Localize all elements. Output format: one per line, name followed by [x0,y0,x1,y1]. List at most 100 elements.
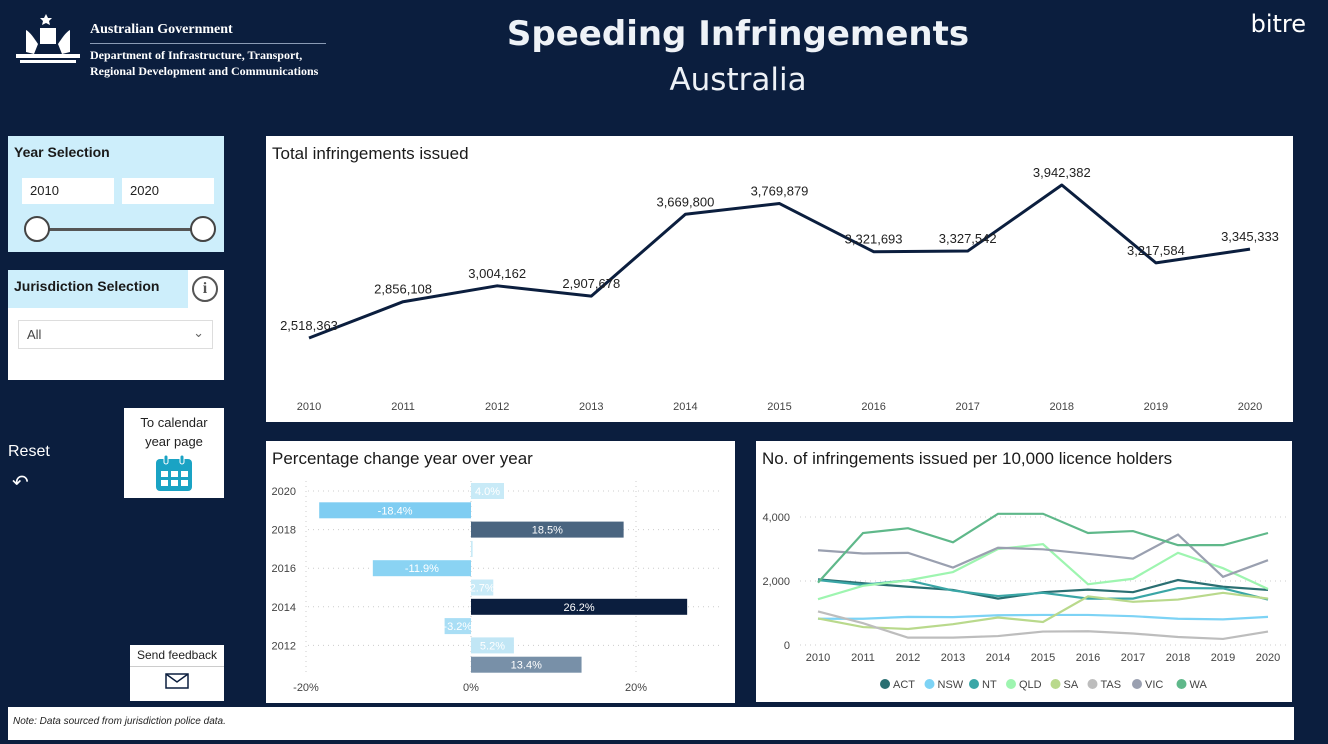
legend-label: NT [982,679,997,691]
x-tick-label: 2010 [806,652,830,664]
x-tick-label: 2012 [896,652,920,664]
mail-icon [165,673,189,689]
reset-button[interactable]: Reset [8,443,50,460]
divider [90,43,326,44]
calendar-icon [156,454,192,491]
gov-name: Australian Government [90,22,233,37]
y-tick-label: 2014 [272,602,296,614]
percentage-change-chart: Percentage change year over year -20% 0% 2… [266,441,735,703]
dept-line-2: Regional Development and Communications [90,64,319,78]
info-icon[interactable]: i [192,276,218,302]
calendar-year-page-button[interactable]: To calendar year page [124,408,224,498]
data-label: 3,942,382 [1033,165,1091,180]
total-infringements-chart: Total infringements issued 2,518,363 2010… [266,136,1293,422]
x-tick-label: 2017 [1121,652,1145,664]
bar-label: 26.2% [563,602,594,614]
x-tick-label: 2017 [955,401,979,413]
y-tick-label: 2020 [272,486,296,498]
x-tick-label: 2019 [1211,652,1235,664]
calendar-button-label: To calendar year page [140,415,208,449]
per-licence-holder-chart: No. of infringements issued per 10,000 l… [756,441,1292,702]
bar [471,656,582,673]
jurisdiction-slicer: Jurisdiction Selection i All ⌄ [8,270,224,380]
series-line-wa [817,512,1269,584]
data-label: 3,345,333 [1221,229,1279,244]
chart-title: Total infringements issued [272,144,469,163]
series-line-sa [817,591,1269,631]
legend-marker [1087,679,1098,689]
legend-marker [1050,679,1061,689]
legend-marker [1132,679,1142,689]
department-name: Department of Infrastructure, Transport,… [90,47,318,79]
year-slider-start-handle[interactable] [24,216,50,242]
data-label: 2,856,108 [374,282,432,297]
bar [471,483,504,499]
bar-label: 13.4% [511,660,542,672]
series-line-qld [817,543,1269,601]
y-tick-label: 2012 [272,640,296,652]
year-to-input[interactable]: 2020 [122,178,214,204]
bitre-logo: bitre [1250,10,1306,38]
series-line-vic [817,533,1269,579]
legend-label: ACT [893,679,915,691]
year-selection-label: Year Selection [14,144,110,160]
y-tick-label: 2018 [272,525,296,537]
bar-label: 4.0% [475,486,500,498]
data-label: 2,907,678 [562,276,620,291]
chart-title: No. of infringements issued per 10,000 l… [762,449,1173,468]
data-label: 2,518,363 [280,318,338,333]
bar [471,540,473,557]
year-from-input[interactable]: 2010 [22,178,114,204]
year-selection-slicer: Year Selection 2010 2020 [8,136,224,252]
jurisdiction-value: All [27,327,42,342]
bar-label: -11.9% [405,563,439,575]
x-tick-label: 2016 [1076,652,1100,664]
bar [471,598,688,615]
series-line-tas [817,610,1269,641]
x-tick-label: 2011 [391,401,415,413]
y-tick-label: 4,000 [762,512,790,524]
year-slider-end-handle[interactable] [190,216,216,242]
jurisdiction-header: Jurisdiction Selection [8,270,188,308]
legend-label: QLD [1019,679,1042,691]
x-tick-label: 2013 [579,401,603,413]
page-subtitle: Australia [669,62,807,98]
bar [471,579,494,596]
legend-label: NSW [938,679,964,691]
year-slider-track[interactable] [38,228,202,231]
bar [372,560,471,577]
y-tick-label: 2016 [272,563,296,575]
series-line-nsw [818,613,1269,621]
chevron-down-icon: ⌄ [193,325,204,340]
x-tick-label: 2014 [986,652,1010,664]
bar-label: 2.7% [470,583,495,595]
data-label: 3,321,693 [845,232,903,247]
data-label: 3,769,879 [751,184,809,199]
x-tick-label: 2014 [673,401,697,413]
bar-label: -18.4% [378,505,413,517]
chart-title: Percentage change year over year [272,449,533,468]
undo-icon[interactable]: ↶ [12,470,29,494]
legend-marker [924,679,935,689]
send-feedback-button[interactable]: Send feedback [130,645,224,701]
legend-label: TAS [1101,679,1122,691]
dept-line-1: Department of Infrastructure, Transport, [90,48,303,62]
x-tick-label: 2018 [1166,652,1190,664]
jurisdiction-label: Jurisdiction Selection [14,278,160,294]
x-tick-label: -20% [293,682,319,694]
bar [471,521,624,538]
bar [444,618,471,635]
legend-label: SA [1064,679,1079,691]
x-tick-label: 2010 [297,401,321,413]
coat-of-arms-icon [16,14,80,63]
jurisdiction-dropdown[interactable]: All ⌄ [18,320,213,349]
legend-label: WA [1190,679,1208,691]
x-tick-label: 2011 [851,652,875,664]
bar-label: 5.2% [480,640,505,652]
x-tick-label: 0% [463,682,479,694]
x-tick-label: 20% [625,682,647,694]
data-label: 3,004,162 [468,266,526,281]
x-tick-label: 2020 [1238,401,1262,413]
legend-marker [969,679,979,689]
y-tick-label: 0 [784,640,790,652]
